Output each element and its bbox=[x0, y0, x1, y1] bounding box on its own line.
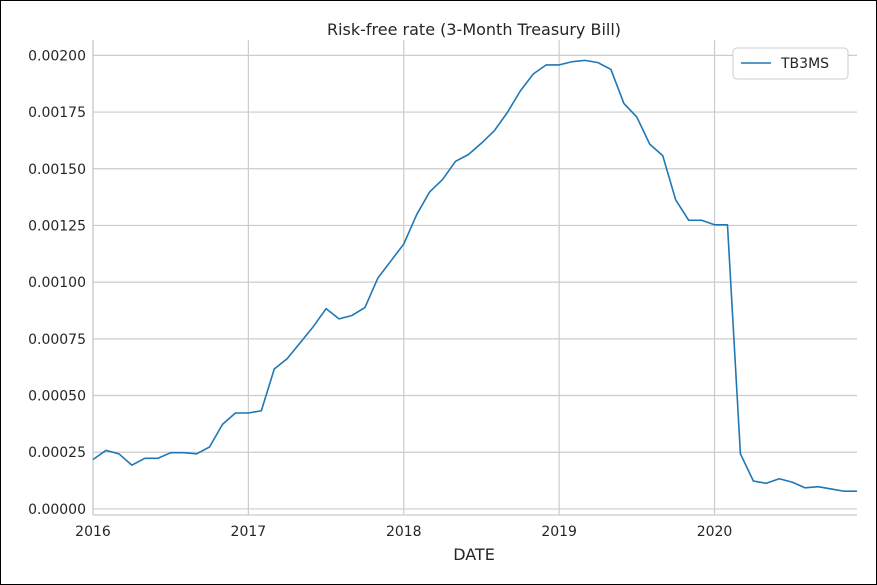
axis-layer bbox=[92, 40, 857, 516]
y-tick-label: 0.00200 bbox=[28, 48, 86, 64]
chart-title: Risk-free rate (3-Month Treasury Bill) bbox=[327, 20, 621, 39]
y-tick-label: 0.00050 bbox=[28, 389, 86, 405]
series-layer bbox=[92, 59, 857, 493]
legend-box bbox=[732, 47, 849, 80]
series-line-tb3ms bbox=[92, 59, 857, 493]
y-tick-label: 0.00150 bbox=[28, 162, 86, 178]
x-tick-label: 2019 bbox=[541, 524, 577, 540]
grid-layer bbox=[92, 40, 857, 515]
y-tick-label: 0.00125 bbox=[28, 218, 86, 234]
x-tick-label: 2016 bbox=[75, 524, 111, 540]
x-axis-label: DATE bbox=[453, 545, 495, 564]
x-tick-label: 2020 bbox=[697, 524, 733, 540]
y-tick-label: 0.00075 bbox=[28, 332, 86, 348]
y-tick-label: 0.00000 bbox=[28, 502, 86, 518]
legend-label-tb3ms: TB3MS bbox=[780, 56, 829, 72]
y-tick-label: 0.00100 bbox=[28, 275, 86, 291]
x-tick-label: 2018 bbox=[386, 524, 422, 540]
x-tick-label: 2017 bbox=[231, 524, 267, 540]
y-tick-label: 0.00025 bbox=[28, 445, 86, 461]
y-tick-label: 0.00175 bbox=[28, 105, 86, 121]
legend: TB3MS bbox=[732, 47, 849, 80]
tick-layer: 0.00000 0.00025 0.00050 0.00075 0.00100 0.001… bbox=[28, 48, 732, 540]
